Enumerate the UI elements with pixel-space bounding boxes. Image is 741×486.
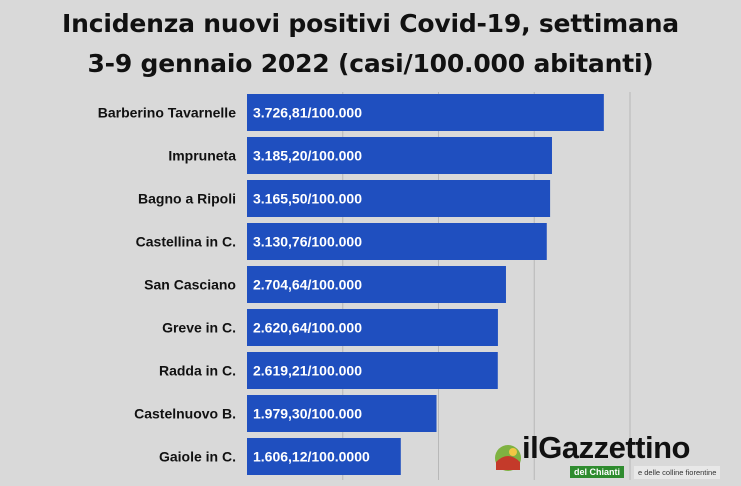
category-label: Castellina in C. <box>136 234 236 250</box>
bar <box>247 395 437 432</box>
title-line-1: Incidenza nuovi positivi Covid-19, setti… <box>62 9 679 38</box>
category-label: Impruneta <box>168 148 236 164</box>
logo-tagline: e delle colline fiorentine <box>634 466 721 479</box>
data-label: 1.979,30/100.000 <box>253 406 362 422</box>
data-label: 1.606,12/100.0000 <box>253 449 370 465</box>
category-label: Greve in C. <box>162 320 236 336</box>
category-label: Radda in C. <box>159 363 236 379</box>
category-label: Bagno a Ripoli <box>138 191 236 207</box>
category-label: Castelnuovo B. <box>134 406 236 422</box>
data-label: 2.620,64/100.000 <box>253 320 362 336</box>
category-label: San Casciano <box>144 277 236 293</box>
bar <box>247 94 604 131</box>
data-label: 2.704,64/100.000 <box>253 277 362 293</box>
logo-emblem-icon <box>495 445 521 471</box>
logo-subtitle: del Chianti <box>570 466 625 478</box>
bar <box>247 309 498 346</box>
bar <box>247 137 552 174</box>
data-label: 2.619,21/100.000 <box>253 363 362 379</box>
data-label: 3.165,50/100.000 <box>253 191 362 207</box>
logo-name: ilGazzettino <box>522 430 690 465</box>
gazzettino-logo: ilGazzettino del Chianti e delle colline… <box>492 430 732 479</box>
bar <box>247 223 547 260</box>
data-label: 3.726,81/100.000 <box>253 105 362 121</box>
bar <box>247 180 551 217</box>
chart-title: Incidenza nuovi positivi Covid-19, setti… <box>0 4 741 84</box>
title-line-2: 3-9 gennaio 2022 (casi/100.000 abitanti) <box>87 49 654 78</box>
bar <box>247 266 506 303</box>
bar <box>247 438 401 475</box>
category-label: Gaiole in C. <box>159 449 236 465</box>
category-label: Barberino Tavarnelle <box>98 105 236 121</box>
data-label: 3.185,20/100.000 <box>253 148 362 164</box>
data-label: 3.130,76/100.000 <box>253 234 362 250</box>
bar <box>247 352 498 389</box>
